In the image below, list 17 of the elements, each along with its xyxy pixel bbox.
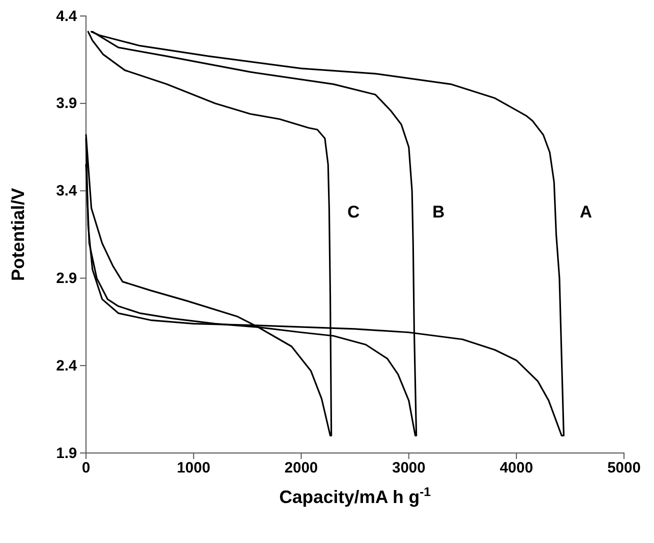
y-tick-label: 2.9 xyxy=(56,270,77,287)
y-tick-label: 1.9 xyxy=(56,444,77,462)
x-tick-label: 2000 xyxy=(284,460,318,477)
x-tick-label: 4000 xyxy=(500,460,534,477)
series-label: B xyxy=(432,202,445,222)
series-label: C xyxy=(347,202,360,222)
x-tick-label: 3000 xyxy=(392,460,426,477)
series-label: A xyxy=(580,202,592,222)
y-tick-label: 2.4 xyxy=(56,357,78,374)
y-tick-label: 3.4 xyxy=(56,182,78,200)
x-tick-label: 0 xyxy=(82,460,90,477)
y-tick-label: 4.4 xyxy=(56,8,78,25)
x-axis-title: Capacity/mA h g$^{-1}$ xyxy=(279,485,431,507)
y-axis-title: Potential/V xyxy=(8,188,28,282)
x-tick-label: 1000 xyxy=(176,460,210,477)
x-tick-label: 5000 xyxy=(607,460,641,477)
y-tick-label: 3.9 xyxy=(56,95,77,112)
